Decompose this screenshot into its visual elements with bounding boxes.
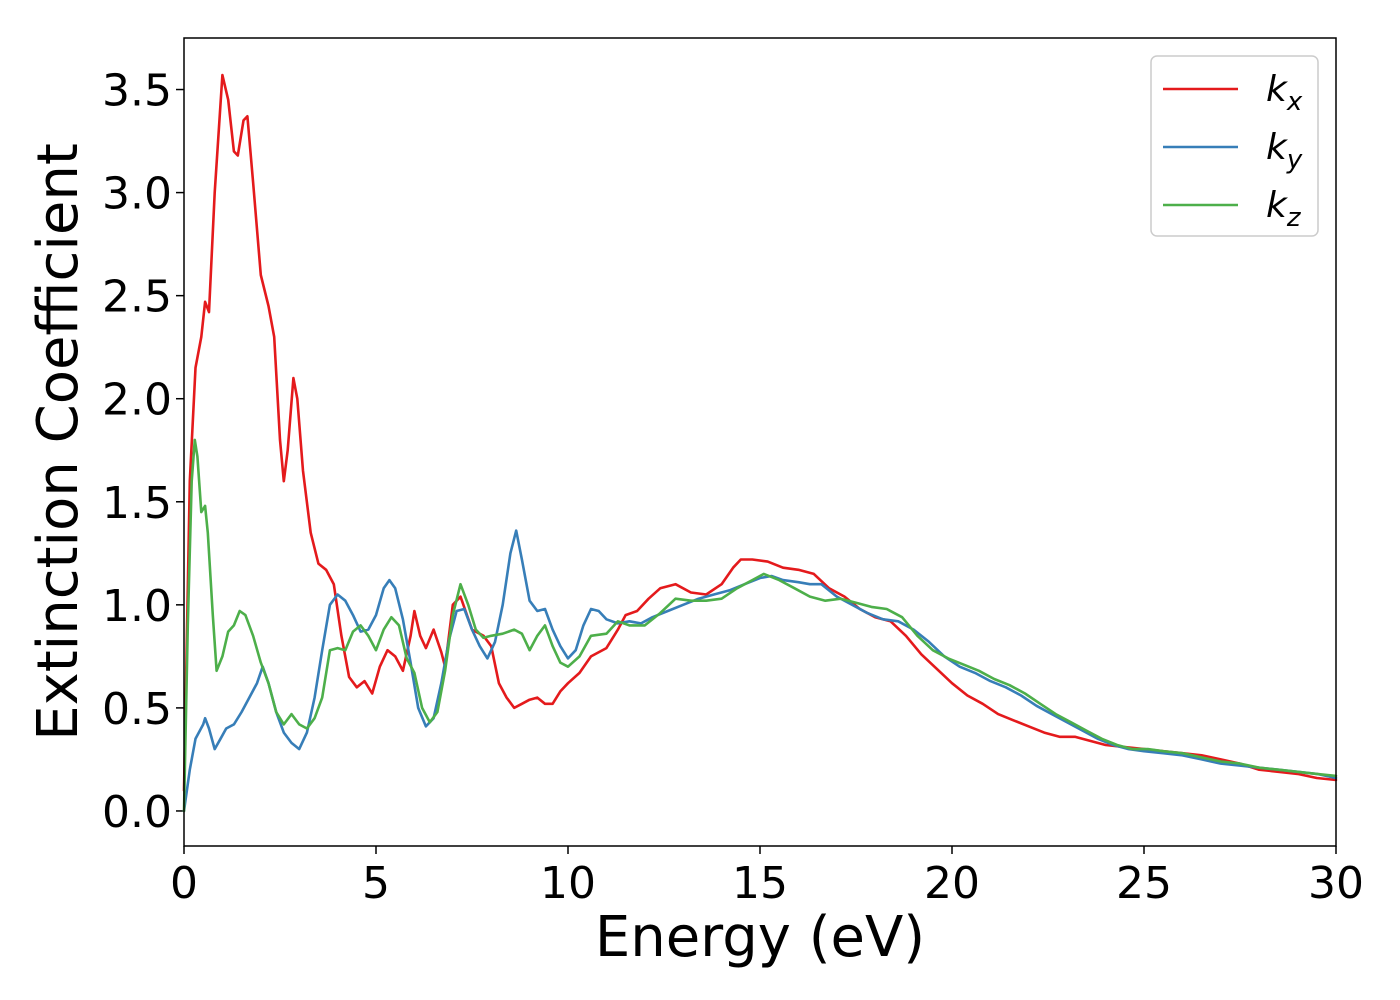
legend-label-subscript: x xyxy=(1286,87,1303,117)
legend-label-base: k xyxy=(1266,127,1289,168)
legend-label-y: ky xyxy=(1266,127,1303,175)
y-tick-label: 3.5 xyxy=(102,66,172,117)
legend-label-x: kx xyxy=(1266,69,1303,117)
x-tick-label: 10 xyxy=(540,858,596,909)
y-tick-label: 1.5 xyxy=(102,478,172,529)
tick-layer: 0 5 10 15 20 25 30 0.0 0.5 1.0 1.5 2.0 2.5 3.0 3.5 xyxy=(102,66,1364,909)
x-tick-label: 20 xyxy=(924,858,980,909)
series-line-x xyxy=(182,73,1338,792)
y-axis-label: Extinction Coefficient xyxy=(26,143,91,741)
series-lines xyxy=(182,73,1338,813)
x-tick-label: 0 xyxy=(170,858,198,909)
y-tick-label: 2.5 xyxy=(102,272,172,323)
y-tick-label: 3.0 xyxy=(102,169,172,220)
x-axis-label: Energy (eV) xyxy=(595,905,925,970)
series-line-z xyxy=(182,438,1338,813)
legend-label-z: kz xyxy=(1266,185,1302,233)
x-tick-label: 5 xyxy=(362,858,390,909)
x-tick-label: 30 xyxy=(1308,858,1364,909)
series-line-y xyxy=(182,529,1338,813)
x-tick-label: 25 xyxy=(1116,858,1172,909)
y-tick-label: 0.5 xyxy=(102,684,172,735)
legend-label-subscript: z xyxy=(1286,203,1302,233)
legend-label-base: k xyxy=(1266,185,1289,226)
x-tick-label: 15 xyxy=(732,858,788,909)
y-tick-label: 1.0 xyxy=(102,581,172,632)
y-tick-label: 0.0 xyxy=(102,787,172,838)
legend-label-subscript: y xyxy=(1286,145,1303,175)
legend-label-base: k xyxy=(1266,69,1289,110)
y-tick-label: 2.0 xyxy=(102,375,172,426)
plot-area-frame xyxy=(183,37,1337,847)
